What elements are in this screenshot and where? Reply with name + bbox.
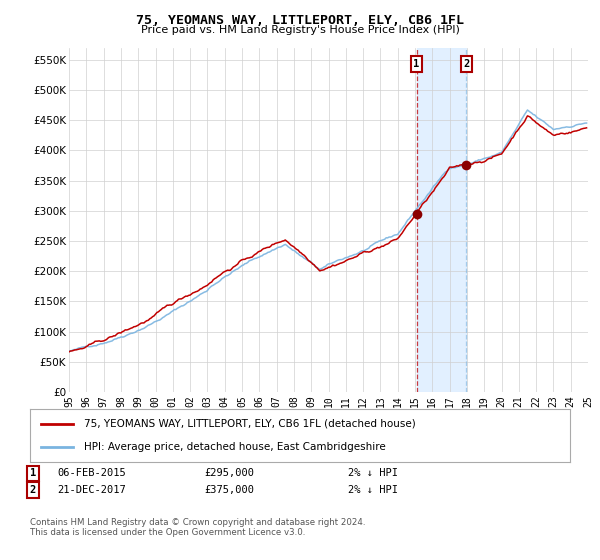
Text: Price paid vs. HM Land Registry's House Price Index (HPI): Price paid vs. HM Land Registry's House …: [140, 25, 460, 35]
Text: Contains HM Land Registry data © Crown copyright and database right 2024.
This d: Contains HM Land Registry data © Crown c…: [30, 518, 365, 538]
Text: 06-FEB-2015: 06-FEB-2015: [57, 468, 126, 478]
Text: HPI: Average price, detached house, East Cambridgeshire: HPI: Average price, detached house, East…: [84, 442, 386, 452]
Text: 2: 2: [30, 485, 36, 495]
Text: 75, YEOMANS WAY, LITTLEPORT, ELY, CB6 1FL: 75, YEOMANS WAY, LITTLEPORT, ELY, CB6 1F…: [136, 14, 464, 27]
Text: 2% ↓ HPI: 2% ↓ HPI: [348, 485, 398, 495]
Text: £295,000: £295,000: [204, 468, 254, 478]
Text: 2% ↓ HPI: 2% ↓ HPI: [348, 468, 398, 478]
Text: 1: 1: [30, 468, 36, 478]
Text: 1: 1: [413, 59, 419, 69]
Text: 21-DEC-2017: 21-DEC-2017: [57, 485, 126, 495]
Text: £375,000: £375,000: [204, 485, 254, 495]
Bar: [416, 48, 466, 392]
Text: 75, YEOMANS WAY, LITTLEPORT, ELY, CB6 1FL (detached house): 75, YEOMANS WAY, LITTLEPORT, ELY, CB6 1F…: [84, 419, 416, 429]
Text: 2: 2: [463, 59, 470, 69]
